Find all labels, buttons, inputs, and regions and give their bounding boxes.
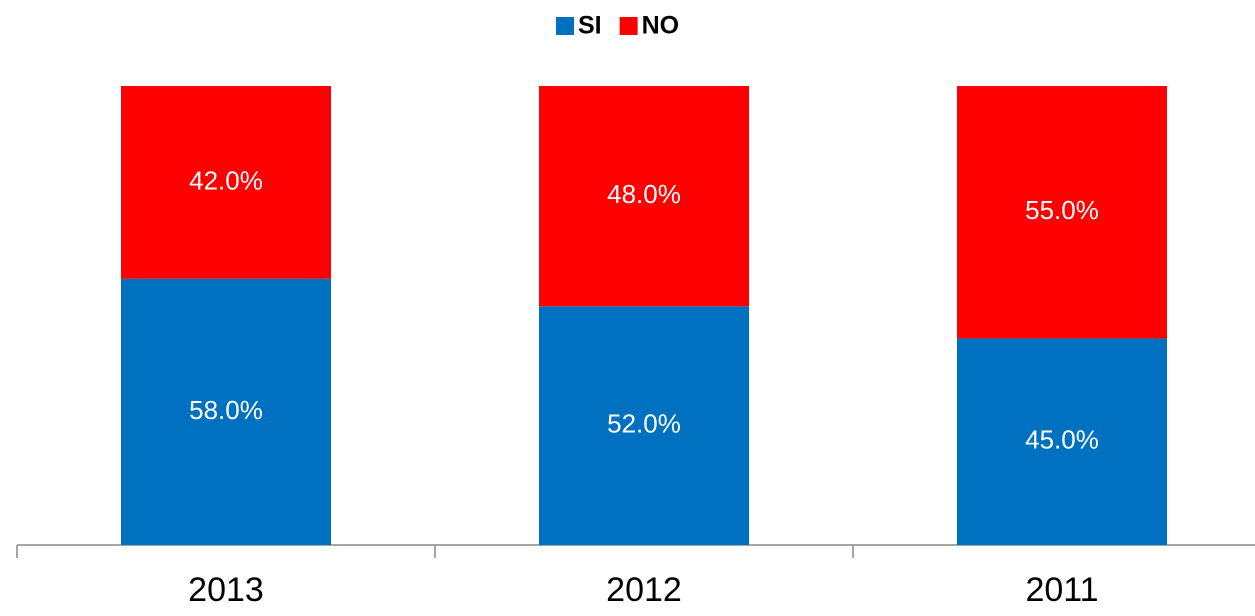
x-tick-label: 2012 bbox=[606, 571, 682, 609]
legend: SI NO bbox=[556, 12, 679, 40]
legend-swatch bbox=[619, 17, 638, 35]
bar-segment bbox=[121, 278, 331, 545]
bar-segment bbox=[957, 338, 1167, 545]
value-label: 48.0% bbox=[607, 179, 681, 209]
bar-segment bbox=[957, 86, 1167, 339]
value-label: 55.0% bbox=[1025, 195, 1099, 225]
legend-swatch bbox=[556, 17, 574, 35]
x-tick-label: 2013 bbox=[188, 571, 264, 609]
legend-label: SI bbox=[578, 12, 602, 40]
value-label: 52.0% bbox=[607, 409, 681, 439]
value-label: 42.0% bbox=[189, 165, 263, 195]
bar-segment bbox=[121, 86, 331, 279]
legend-label: NO bbox=[642, 12, 680, 40]
bar-segment bbox=[539, 306, 749, 545]
value-label: 58.0% bbox=[189, 395, 263, 425]
value-label: 45.0% bbox=[1025, 425, 1099, 455]
x-tick-label: 2011 bbox=[1025, 571, 1098, 609]
bar-segment bbox=[539, 86, 749, 307]
